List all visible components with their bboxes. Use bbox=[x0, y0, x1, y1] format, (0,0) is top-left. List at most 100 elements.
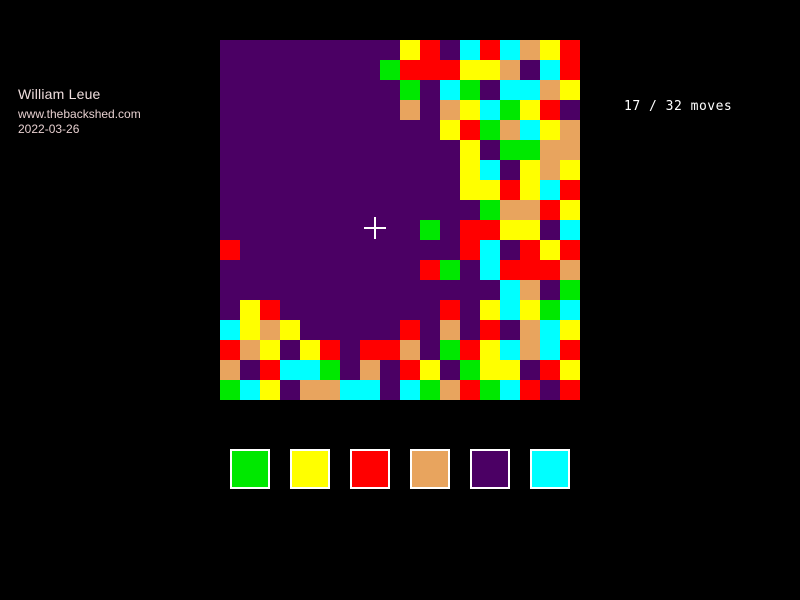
grid-cell[interactable] bbox=[340, 220, 360, 240]
grid-cell[interactable] bbox=[400, 160, 420, 180]
grid-cell[interactable] bbox=[460, 240, 480, 260]
grid-cell[interactable] bbox=[480, 240, 500, 260]
grid-cell[interactable] bbox=[340, 320, 360, 340]
grid-cell[interactable] bbox=[440, 360, 460, 380]
grid-cell[interactable] bbox=[340, 140, 360, 160]
grid-cell[interactable] bbox=[420, 180, 440, 200]
grid-cell[interactable] bbox=[320, 180, 340, 200]
grid-cell[interactable] bbox=[440, 80, 460, 100]
grid-cell[interactable] bbox=[240, 60, 260, 80]
grid-cell[interactable] bbox=[320, 240, 340, 260]
grid-cell[interactable] bbox=[280, 380, 300, 400]
grid-cell[interactable] bbox=[340, 180, 360, 200]
grid-cell[interactable] bbox=[320, 380, 340, 400]
grid-cell[interactable] bbox=[300, 340, 320, 360]
grid-cell[interactable] bbox=[540, 140, 560, 160]
grid-cell[interactable] bbox=[240, 140, 260, 160]
grid-cell[interactable] bbox=[260, 180, 280, 200]
grid-cell[interactable] bbox=[520, 160, 540, 180]
grid-cell[interactable] bbox=[480, 100, 500, 120]
grid-cell[interactable] bbox=[240, 120, 260, 140]
grid-cell[interactable] bbox=[420, 100, 440, 120]
grid-cell[interactable] bbox=[360, 180, 380, 200]
grid-cell[interactable] bbox=[260, 200, 280, 220]
grid-cell[interactable] bbox=[520, 380, 540, 400]
grid-cell[interactable] bbox=[420, 300, 440, 320]
grid-cell[interactable] bbox=[300, 100, 320, 120]
grid-cell[interactable] bbox=[240, 280, 260, 300]
grid-cell[interactable] bbox=[520, 240, 540, 260]
grid-cell[interactable] bbox=[220, 340, 240, 360]
grid-cell[interactable] bbox=[540, 360, 560, 380]
grid-cell[interactable] bbox=[360, 80, 380, 100]
grid-cell[interactable] bbox=[500, 360, 520, 380]
grid-cell[interactable] bbox=[340, 280, 360, 300]
game-board[interactable] bbox=[220, 40, 580, 400]
grid-cell[interactable] bbox=[540, 100, 560, 120]
grid-cell[interactable] bbox=[360, 160, 380, 180]
grid-cell[interactable] bbox=[400, 220, 420, 240]
grid-cell[interactable] bbox=[340, 100, 360, 120]
grid-cell[interactable] bbox=[340, 300, 360, 320]
grid-cell[interactable] bbox=[380, 340, 400, 360]
grid-cell[interactable] bbox=[220, 380, 240, 400]
grid-cell[interactable] bbox=[280, 200, 300, 220]
grid-cell[interactable] bbox=[540, 300, 560, 320]
grid-cell[interactable] bbox=[300, 40, 320, 60]
grid-cell[interactable] bbox=[220, 320, 240, 340]
grid-cell[interactable] bbox=[360, 220, 380, 240]
grid-cell[interactable] bbox=[260, 380, 280, 400]
grid-cell[interactable] bbox=[460, 380, 480, 400]
grid-cell[interactable] bbox=[360, 260, 380, 280]
grid-cell[interactable] bbox=[480, 160, 500, 180]
grid-cell[interactable] bbox=[220, 180, 240, 200]
grid-cell[interactable] bbox=[220, 300, 240, 320]
grid-cell[interactable] bbox=[400, 240, 420, 260]
grid-cell[interactable] bbox=[220, 280, 240, 300]
grid-cell[interactable] bbox=[440, 160, 460, 180]
grid-cell[interactable] bbox=[420, 280, 440, 300]
grid-cell[interactable] bbox=[440, 320, 460, 340]
grid-cell[interactable] bbox=[260, 80, 280, 100]
grid-cell[interactable] bbox=[320, 280, 340, 300]
grid-cell[interactable] bbox=[260, 160, 280, 180]
grid-cell[interactable] bbox=[280, 300, 300, 320]
grid-cell[interactable] bbox=[340, 160, 360, 180]
grid-cell[interactable] bbox=[520, 340, 540, 360]
grid-cell[interactable] bbox=[260, 280, 280, 300]
grid-cell[interactable] bbox=[280, 220, 300, 240]
grid-cell[interactable] bbox=[220, 240, 240, 260]
grid-cell[interactable] bbox=[560, 200, 580, 220]
grid-cell[interactable] bbox=[240, 300, 260, 320]
grid-cell[interactable] bbox=[300, 360, 320, 380]
grid-cell[interactable] bbox=[220, 100, 240, 120]
grid-cell[interactable] bbox=[300, 140, 320, 160]
grid-cell[interactable] bbox=[460, 40, 480, 60]
grid-cell[interactable] bbox=[480, 300, 500, 320]
grid-cell[interactable] bbox=[500, 140, 520, 160]
grid-cell[interactable] bbox=[400, 360, 420, 380]
grid-cell[interactable] bbox=[280, 140, 300, 160]
grid-cell[interactable] bbox=[480, 200, 500, 220]
grid-cell[interactable] bbox=[300, 80, 320, 100]
grid-cell[interactable] bbox=[500, 260, 520, 280]
grid-cell[interactable] bbox=[380, 280, 400, 300]
grid-cell[interactable] bbox=[540, 260, 560, 280]
grid-cell[interactable] bbox=[520, 300, 540, 320]
grid-cell[interactable] bbox=[520, 320, 540, 340]
grid-cell[interactable] bbox=[520, 220, 540, 240]
grid-cell[interactable] bbox=[340, 80, 360, 100]
grid-cell[interactable] bbox=[560, 100, 580, 120]
grid-cell[interactable] bbox=[420, 120, 440, 140]
grid-cell[interactable] bbox=[460, 120, 480, 140]
grid-cell[interactable] bbox=[300, 160, 320, 180]
grid-cell[interactable] bbox=[280, 80, 300, 100]
grid-cell[interactable] bbox=[380, 320, 400, 340]
grid-cell[interactable] bbox=[460, 300, 480, 320]
grid-cell[interactable] bbox=[540, 80, 560, 100]
grid-cell[interactable] bbox=[480, 280, 500, 300]
grid-cell[interactable] bbox=[380, 380, 400, 400]
grid-cell[interactable] bbox=[500, 120, 520, 140]
grid-cell[interactable] bbox=[500, 180, 520, 200]
grid-cell[interactable] bbox=[400, 280, 420, 300]
